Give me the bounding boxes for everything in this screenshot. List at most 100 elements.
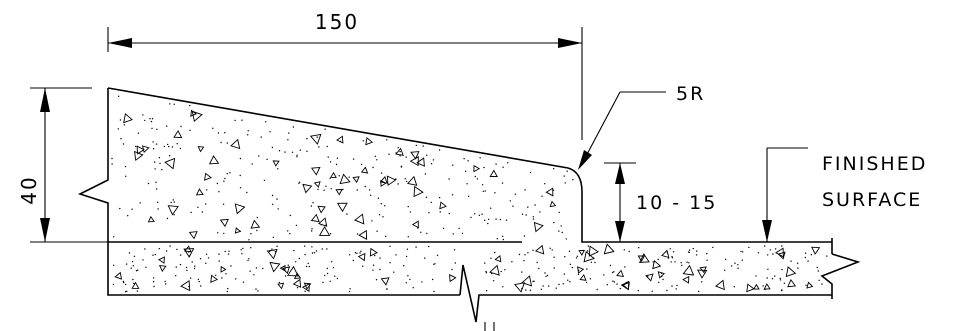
stipple-dot [558, 230, 560, 232]
stipple-dot [412, 287, 414, 289]
stipple-dot [389, 262, 391, 264]
stipple-dot [122, 143, 125, 145]
stipple-dot [119, 119, 122, 121]
stipple-dot [553, 168, 555, 170]
stipple-dot [376, 230, 378, 232]
stipple-dot [403, 265, 405, 267]
stipple-dot [438, 196, 441, 199]
stipple-dot [532, 218, 535, 220]
stipple-dot [417, 227, 419, 229]
stipple-dot [257, 290, 259, 292]
stipple-dot [298, 257, 300, 260]
stipple-dot [212, 127, 214, 129]
stipple-dot [313, 252, 316, 254]
stipple-dot [142, 259, 144, 261]
stipple-dot [733, 286, 735, 288]
radius-leader: 5R [578, 83, 703, 170]
aggregate-mark [272, 160, 280, 167]
stipple-dot [166, 125, 168, 127]
stipple-dot [767, 254, 769, 256]
stipple-dot [126, 290, 128, 292]
stipple-dot [555, 287, 557, 289]
stipple-dot [155, 188, 158, 190]
stipple-dot [205, 262, 207, 264]
stipple-dot [804, 252, 807, 254]
aggregate-mark [286, 265, 299, 277]
aggregate-mark [158, 265, 167, 272]
finished-surface-leader: FINISHED SURFACE [762, 147, 925, 242]
stipple-dot [425, 196, 428, 198]
stipple-dot [696, 250, 698, 252]
stipple-dot [312, 202, 314, 204]
aggregate-mark [583, 250, 595, 263]
stipple-dot [502, 238, 504, 241]
stipple-dot [817, 270, 819, 272]
stipple-dot [560, 225, 562, 227]
stipple-dot [228, 250, 230, 252]
stipple-dot [628, 250, 630, 253]
stipple-dot [360, 250, 362, 252]
stipple-dot [327, 156, 329, 158]
stipple-dot [807, 260, 809, 262]
stipple-dot [155, 143, 158, 145]
step-arrow-top [615, 163, 625, 184]
stipple-dot [329, 280, 331, 282]
stipple-dot [525, 214, 527, 216]
aggregate-mark [195, 188, 204, 196]
aggregate-mark [489, 169, 498, 177]
stipple-dot [500, 270, 502, 273]
stipple-dot [666, 289, 668, 292]
stipple-dot [527, 206, 529, 208]
stipple-dot [674, 261, 676, 263]
height-label: 40 [17, 175, 41, 204]
stipple-dot [315, 250, 318, 252]
stipple-dot [549, 247, 551, 249]
stipple-dot [144, 119, 146, 122]
aggregate-mark [114, 271, 123, 280]
stipple-dot [326, 248, 328, 250]
stipple-dot [606, 284, 608, 286]
stipple-dot [494, 192, 496, 194]
annotation-line-2: SURFACE [822, 189, 922, 211]
stipple-dot [609, 264, 612, 267]
stipple-dot [405, 282, 407, 284]
stipple-dot [484, 262, 486, 264]
stipple-dot [680, 262, 682, 264]
stipple-dot [612, 280, 614, 282]
stipple-dot [740, 250, 742, 253]
aggregate-mark [545, 187, 554, 197]
stipple-dot [348, 254, 351, 256]
stipple-dot [189, 104, 191, 107]
stipple-dot [779, 277, 781, 280]
stipple-dot [790, 260, 792, 262]
stipple-dot [278, 150, 281, 152]
stipple-dot [226, 173, 228, 175]
stipple-dot [372, 269, 374, 271]
stipple-dot [198, 280, 200, 283]
aggregate-mark [190, 109, 197, 117]
stipple-dot [180, 125, 182, 128]
stipple-dot [307, 262, 309, 265]
stipple-dot [125, 291, 127, 293]
aggregate-mark [534, 244, 545, 255]
stipple-dot [169, 103, 171, 105]
stipple-dot [235, 278, 237, 280]
stipple-dot [529, 171, 532, 174]
stipple-dot [406, 248, 409, 250]
stipple-dot [296, 287, 299, 289]
stipple-dot [623, 249, 625, 251]
stipple-dot [395, 152, 397, 154]
stipple-dot [117, 128, 120, 130]
stipple-dot [564, 182, 566, 184]
stipple-dot [724, 269, 726, 271]
step-arrow-bottom [615, 221, 625, 242]
stipple-dot [558, 211, 560, 214]
stipple-dot [153, 161, 156, 163]
stipple-dot [304, 253, 306, 256]
stipple-dot [135, 270, 138, 272]
stipple-dot [805, 284, 807, 286]
stipple-dot [247, 134, 249, 136]
stipple-dot [769, 249, 771, 251]
stipple-dot [542, 285, 544, 287]
stipple-dot [266, 158, 268, 161]
